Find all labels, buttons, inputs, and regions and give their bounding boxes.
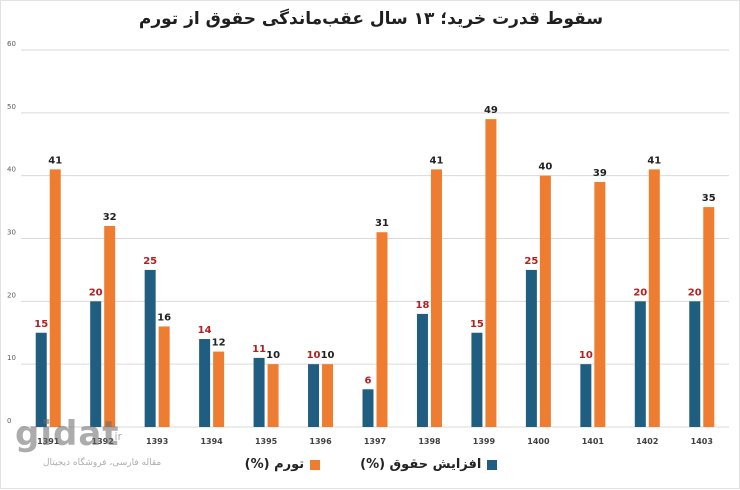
y-tick-label: 50: [7, 103, 16, 111]
data-label-salary: 25: [524, 256, 538, 267]
x-tick-label: 1393: [146, 437, 168, 446]
bar-salary: [580, 364, 592, 427]
bar-inflation: [703, 207, 715, 427]
bar-salary: [689, 301, 701, 427]
bar-salary: [362, 389, 374, 427]
data-label-inflation: 35: [702, 193, 716, 204]
bar-inflation: [539, 175, 551, 427]
bar-inflation: [430, 169, 442, 427]
bars-layer: [35, 119, 715, 427]
x-tick-label: 1394: [200, 437, 223, 446]
x-tick-label: 1402: [636, 437, 658, 446]
data-label-inflation: 41: [430, 155, 444, 166]
bar-inflation: [648, 169, 660, 427]
x-tick-label: 1392: [92, 437, 114, 446]
bar-inflation: [322, 364, 334, 427]
bar-salary: [144, 269, 156, 427]
bar-salary: [416, 313, 428, 427]
legend-item-salary: افزایش حقوق (%): [360, 457, 498, 472]
data-label-salary: 15: [34, 319, 48, 330]
watermark-logo: gidat .ir مقاله فارسی، فروشگاه دیجیتال: [15, 414, 165, 474]
bar-salary: [35, 332, 47, 427]
data-label-inflation: 39: [593, 168, 607, 179]
data-label-inflation: 10: [321, 350, 335, 361]
legend-swatch-inflation: [310, 459, 321, 470]
bar-salary: [525, 269, 537, 427]
x-tick-label: 1396: [309, 437, 332, 446]
data-label-salary: 25: [143, 256, 157, 267]
bar-salary: [308, 364, 320, 427]
bar-inflation: [158, 326, 170, 427]
watermark-brand: gidat: [15, 414, 120, 454]
x-tick-label: 1391: [37, 437, 60, 446]
bar-inflation: [49, 169, 61, 427]
data-label-salary: 10: [579, 350, 593, 361]
bar-inflation: [104, 225, 116, 427]
data-label-inflation: 10: [266, 350, 280, 361]
bar-inflation: [213, 351, 225, 427]
bar-salary: [471, 332, 483, 427]
data-label-inflation: 32: [103, 212, 117, 223]
data-label-inflation: 16: [157, 312, 171, 323]
bar-salary: [634, 301, 646, 427]
legend-swatch-salary: [487, 459, 498, 470]
bar-inflation: [594, 181, 606, 427]
y-tick-label: 0: [7, 417, 11, 425]
chart-title: سقوط قدرت خرید؛ ۱۳ سال عقب‌ماندگی حقوق ا…: [138, 9, 604, 29]
x-tick-label: 1403: [691, 437, 713, 446]
y-tick-label: 20: [7, 291, 16, 299]
grid-layer: 0 10 20 30 40 50 60: [7, 40, 729, 428]
data-label-salary: 15: [470, 319, 484, 330]
data-label-inflation: 41: [48, 155, 62, 166]
data-label-inflation: 12: [212, 338, 226, 349]
bar-salary: [90, 301, 102, 427]
data-label-salary: 6: [365, 375, 372, 386]
data-label-salary: 20: [89, 287, 103, 298]
data-label-inflation: 41: [647, 155, 661, 166]
data-label-salary: 18: [416, 300, 430, 311]
legend-item-inflation: تورم (%): [244, 457, 321, 472]
labels-layer: 1541139120321392251613931412139411101395…: [34, 105, 715, 446]
data-label-salary: 20: [633, 287, 647, 298]
x-tick-label: 1401: [582, 437, 605, 446]
bar-salary: [253, 357, 265, 427]
y-tick-label: 30: [7, 229, 16, 237]
y-tick-label: 40: [7, 166, 16, 174]
data-label-salary: 14: [198, 325, 212, 336]
x-tick-label: 1399: [473, 437, 496, 446]
legend-label-salary: افزایش حقوق (%): [360, 457, 482, 472]
watermark-domain: .ir: [111, 430, 123, 443]
x-tick-label: 1400: [527, 437, 550, 446]
data-label-salary: 20: [688, 287, 702, 298]
y-tick-label: 10: [7, 354, 16, 362]
y-tick-label: 60: [7, 40, 16, 48]
data-label-salary: 11: [252, 344, 266, 355]
legend-label-inflation: تورم (%): [244, 457, 305, 472]
x-tick-label: 1398: [418, 437, 441, 446]
legend: افزایش حقوق (%) تورم (%): [1, 457, 740, 472]
x-tick-label: 1395: [255, 437, 278, 446]
bar-inflation: [485, 119, 497, 427]
bar-salary: [199, 339, 211, 427]
data-label-inflation: 40: [538, 162, 552, 173]
data-label-inflation: 31: [375, 218, 389, 229]
data-label-inflation: 49: [484, 105, 498, 116]
bar-inflation: [267, 364, 279, 427]
watermark-tagline: مقاله فارسی، فروشگاه دیجیتال: [43, 458, 162, 468]
bar-inflation: [376, 232, 388, 427]
x-tick-label: 1397: [364, 437, 386, 446]
data-label-salary: 10: [307, 350, 321, 361]
